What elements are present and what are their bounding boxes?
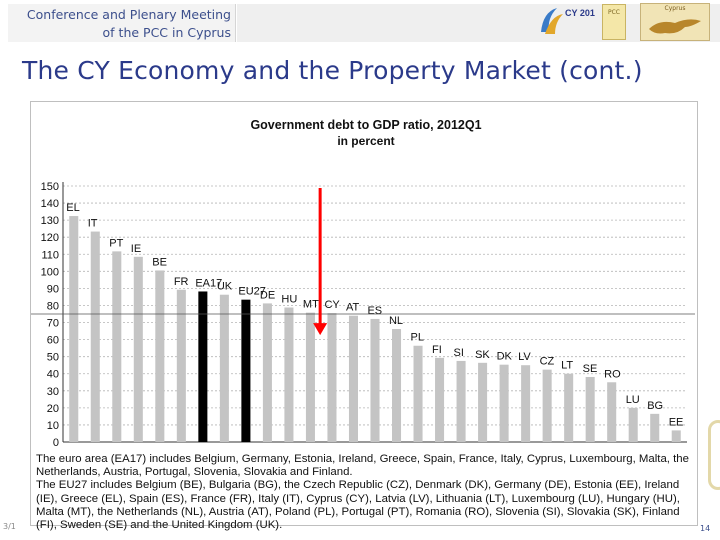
slide-header: Conference and Plenary Meeting of the PC… — [0, 0, 720, 44]
pcc-logo: PCC — [602, 4, 626, 40]
bar-label-lu: LU — [626, 394, 640, 406]
y-tick-label: 140 — [41, 198, 59, 210]
y-tick-label: 20 — [47, 403, 59, 415]
slide-title: The CY Economy and the Property Market (… — [22, 56, 643, 85]
bar-cz — [542, 369, 552, 442]
y-tick-label: 60 — [47, 335, 59, 347]
chart-frame: Government debt to GDP ratio, 2012Q1 in … — [30, 101, 698, 526]
bar-se — [585, 376, 595, 442]
bar-label-se: SE — [583, 363, 598, 375]
bar-label-pl: PL — [411, 332, 424, 344]
y-tick-label: 110 — [41, 249, 59, 261]
bar-de — [262, 303, 272, 442]
bar-fi — [435, 357, 445, 442]
bar-label-mt: MT — [303, 299, 319, 311]
cyprus-map-logo: Cyprus — [640, 3, 710, 41]
logo-map-text: Cyprus — [664, 5, 686, 12]
bar-lv — [521, 365, 531, 442]
bar-label-pt: PT — [109, 237, 123, 249]
bar-pl — [413, 345, 423, 442]
y-tick-label: 90 — [47, 283, 59, 295]
bar-at — [348, 315, 359, 442]
y-tick-label: 150 — [41, 181, 59, 193]
bar-dk — [499, 364, 509, 442]
bar-label-sk: SK — [475, 349, 490, 361]
y-tick-label: 30 — [47, 386, 59, 398]
bar-label-hu: HU — [281, 294, 297, 306]
bar-label-es: ES — [367, 305, 382, 317]
bar-label-it: IT — [88, 218, 98, 230]
conference-title: Conference and Plenary Meeting of the PC… — [8, 4, 236, 42]
bar-label-ro: RO — [604, 368, 621, 380]
y-tick-label: 0 — [53, 437, 59, 449]
bar-label-ie: IE — [131, 243, 141, 255]
y-tick-label: 40 — [47, 369, 59, 381]
bar-hu — [284, 307, 294, 442]
bar-eu27 — [241, 299, 251, 442]
cy-presidency-logo: CY 2012 EU — [541, 8, 595, 34]
map-island-icon — [649, 19, 701, 34]
bar-label-at: AT — [346, 302, 360, 314]
bar-uk — [219, 294, 229, 442]
bar-be — [155, 270, 165, 442]
bar-label-de: DE — [260, 289, 275, 301]
bar-ie — [133, 256, 143, 442]
y-tick-label: 130 — [41, 215, 59, 227]
bar-label-fr: FR — [174, 276, 189, 288]
bar-sk — [478, 362, 488, 442]
bar-si — [456, 360, 466, 442]
bar-label-dk: DK — [497, 351, 513, 363]
conference-title-line1: Conference and Plenary Meeting — [26, 7, 231, 22]
bar-label-eu27: EU27 — [238, 286, 266, 298]
logo-pcc-text: PCC — [608, 9, 620, 16]
bar-label-lv: LV — [518, 351, 531, 363]
bar-lt — [564, 373, 574, 442]
bar-es — [370, 318, 380, 442]
bar-it — [90, 231, 100, 442]
bar-fr — [176, 289, 186, 442]
header-band — [237, 4, 720, 42]
bar-mt — [305, 312, 315, 442]
bar-label-ea17: EA17 — [195, 277, 222, 289]
y-tick-label: 120 — [41, 232, 59, 244]
page-number: 14 — [700, 524, 711, 533]
chart-subtitle: in percent — [337, 134, 394, 148]
bar-label-fi: FI — [432, 344, 442, 356]
chart-notes: The euro area (EA17) includes Belgium, G… — [36, 453, 696, 532]
conference-title-line2: of the PCC in Cyprus — [102, 25, 231, 40]
bar-ea17 — [198, 291, 208, 442]
bar-label-uk: UK — [217, 281, 233, 293]
note-ea17: The euro area (EA17) includes Belgium, G… — [36, 453, 689, 479]
bar-lu — [628, 407, 638, 442]
bar-label-el: EL — [66, 202, 79, 214]
bar-ro — [607, 382, 617, 442]
y-tick-label: 80 — [47, 300, 59, 312]
footer-date: 3/1 — [3, 522, 16, 531]
bar-label-si: SI — [454, 347, 464, 359]
bar-cy — [327, 313, 337, 442]
bar-label-be: BE — [152, 256, 167, 268]
bar-label-bg: BG — [647, 400, 663, 412]
bar-label-lt: LT — [561, 360, 573, 372]
bar-label-cy: CY — [324, 299, 340, 311]
bar-pt — [112, 251, 122, 442]
bar-label-cz: CZ — [540, 356, 555, 368]
bar-label-nl: NL — [389, 315, 403, 327]
bar-ee — [671, 430, 681, 442]
y-tick-label: 70 — [47, 318, 59, 330]
arrow-head-icon — [313, 323, 328, 336]
decorative-swirl — [708, 420, 720, 490]
logo-cy-text: CY 2012 EU — [565, 8, 595, 18]
bar-nl — [391, 329, 402, 442]
debt-to-gdp-chart: Government debt to GDP ratio, 2012Q1 in … — [31, 118, 695, 449]
y-tick-label: 10 — [47, 420, 59, 432]
bar-el — [69, 216, 79, 442]
y-tick-label: 50 — [47, 352, 59, 364]
bar-label-ee: EE — [669, 416, 684, 428]
chart-title: Government debt to GDP ratio, 2012Q1 — [250, 118, 481, 132]
y-tick-label: 100 — [41, 266, 59, 278]
bar-bg — [650, 413, 660, 442]
note-eu27: The EU27 includes Belgium (BE), Bulgaria… — [36, 479, 680, 532]
